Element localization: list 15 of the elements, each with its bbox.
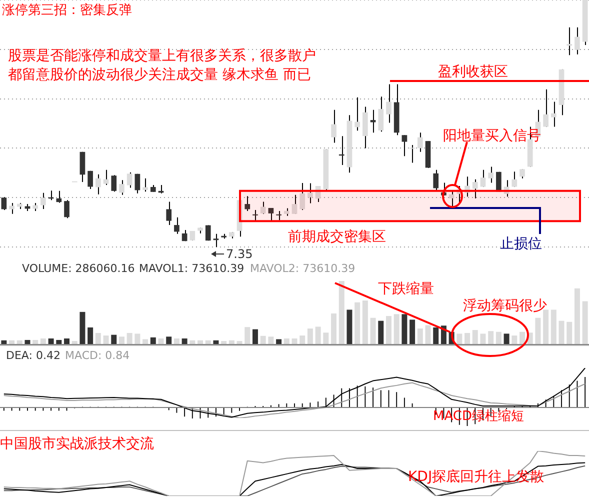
annotation: 下跌缩量 [378,281,434,297]
annotation: 中国股市实战派技术交流 [0,436,154,452]
text: MAVOL1: 73610.39 [139,262,244,275]
text: DEA: 0.42 [6,349,60,362]
annotation: 股票是否能涨停和成交量上有很多关系，很多散户 [8,48,316,64]
text: MACD: 0.84 [65,349,130,362]
band-label: 前期成交密集区 [288,229,386,246]
ref-line-label: 止损位 [500,236,542,252]
annotation: 都留意股价的波动很少关注成交量 缘木求鱼 而已 [8,67,311,83]
ref-line-label: 盈利收获区 [438,64,508,80]
text: MAVOL2: 73610.39 [250,262,356,275]
annotation: 浮动筹码很少 [463,298,547,314]
text: VOLUME: 286060.16 [22,262,135,275]
chart-title: 涨停第三招：密集反弹 [2,3,132,18]
annotation: 7.35 [226,247,253,261]
